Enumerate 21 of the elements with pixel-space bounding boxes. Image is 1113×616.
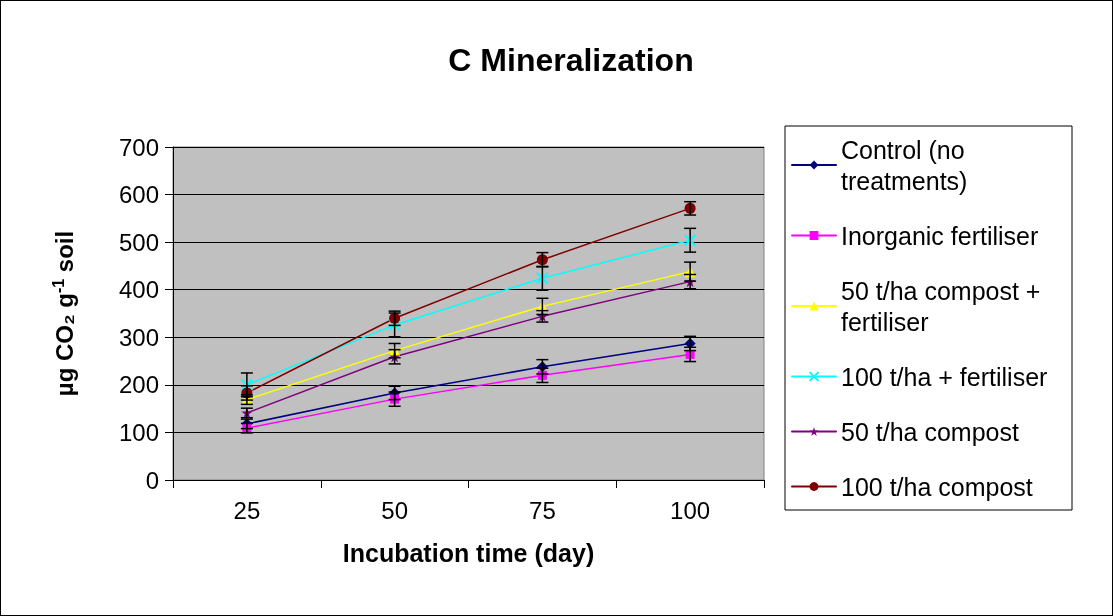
y-tick-label: 300 [118,323,159,351]
y-tick-label: 0 [145,466,159,494]
x-tick-label: 75 [529,496,556,524]
legend-label: Control (no treatments) [841,135,972,195]
x-tick-label: 25 [233,496,261,524]
y-tick-label: 100 [118,418,159,446]
y-tick-label: 400 [118,276,159,304]
legend-label: 50 t/ha compost + fertiliser [841,276,1048,336]
x-tick-label: 100 [670,496,711,524]
y-axis-title: µg CO₂ g-1 soil [49,230,78,397]
y-tick-label: 500 [118,228,159,256]
y-tick-label: 600 [118,181,159,209]
legend-label: 100 t/ha + fertiliser [841,362,1048,391]
legend-label: 100 t/ha compost [841,472,1033,501]
chart-title: C Mineralization [448,42,694,78]
legend-label: Inorganic fertiliser [841,221,1039,250]
x-tick-label: 50 [381,496,408,524]
y-tick-label: 700 [118,133,159,161]
x-axis-title: Incubation time (day) [342,538,595,567]
y-tick-label: 200 [118,371,159,399]
legend-label: 50 t/ha compost [841,417,1019,446]
